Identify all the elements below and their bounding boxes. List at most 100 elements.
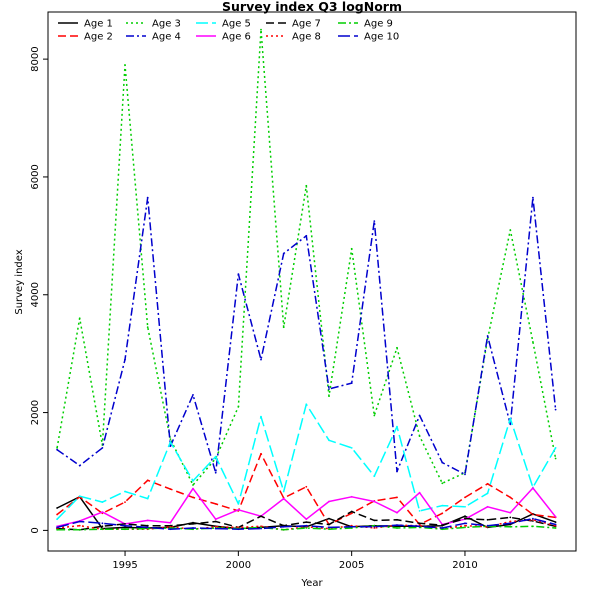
data-point-age-9 — [124, 528, 126, 531]
data-point-age-5 — [237, 503, 240, 505]
legend-label-age-5: Age 5 — [222, 19, 251, 30]
data-point-age-4 — [418, 414, 421, 417]
data-point-age-2 — [509, 496, 512, 499]
data-point-age-2 — [464, 496, 466, 499]
data-point-age-5 — [328, 439, 330, 442]
legend-label-age-7: Age 7 — [292, 19, 321, 30]
data-point-age-3 — [237, 405, 240, 408]
data-point-age-9 — [282, 528, 285, 531]
data-point-age-3 — [305, 184, 308, 187]
data-point-age-10 — [554, 523, 557, 526]
data-point-age-10 — [441, 527, 444, 529]
data-point-age-9 — [509, 525, 512, 528]
data-point-age-5 — [464, 505, 466, 508]
data-point-age-10 — [124, 524, 126, 527]
data-point-age-5 — [56, 518, 58, 521]
data-point-age-5 — [169, 441, 172, 443]
data-point-age-6 — [350, 495, 353, 498]
data-point-age-5 — [146, 497, 149, 500]
data-point-age-3 — [350, 247, 353, 250]
data-point-age-2 — [305, 485, 308, 488]
data-point-age-1 — [554, 521, 557, 523]
data-point-age-3 — [124, 64, 126, 66]
data-point-age-10 — [328, 526, 330, 529]
data-point-age-4 — [396, 470, 398, 473]
data-point-age-3 — [441, 482, 444, 485]
data-point-age-9 — [101, 528, 104, 531]
data-point-age-7 — [260, 515, 262, 518]
data-point-age-3 — [554, 457, 557, 460]
data-point-age-2 — [350, 512, 353, 515]
data-point-age-6 — [192, 487, 194, 490]
data-point-age-7 — [305, 521, 308, 523]
plot-area — [56, 28, 557, 531]
data-point-age-3 — [192, 484, 194, 486]
data-point-age-6 — [282, 497, 285, 500]
data-point-age-7 — [101, 525, 104, 528]
data-point-age-4 — [464, 473, 466, 476]
data-point-age-3 — [56, 447, 58, 449]
data-point-age-7 — [350, 510, 353, 513]
data-point-age-6 — [101, 511, 104, 513]
data-point-age-1 — [328, 517, 330, 520]
data-point-age-4 — [554, 408, 557, 411]
series-line-age-9 — [57, 524, 556, 531]
data-point-age-3 — [260, 28, 262, 31]
data-point-age-10 — [350, 525, 353, 528]
data-point-age-7 — [214, 520, 217, 523]
data-point-age-4 — [350, 382, 353, 384]
data-point-age-2 — [260, 452, 262, 455]
data-point-age-3 — [509, 229, 512, 231]
chart-title: Survey index Q3 logNorm — [222, 0, 402, 14]
data-point-age-4 — [305, 234, 308, 237]
data-point-age-6 — [214, 518, 217, 521]
data-point-age-10 — [169, 528, 172, 531]
data-point-age-2 — [396, 496, 398, 499]
x-axis: 1995 2000 2005 2010 — [112, 551, 478, 571]
data-point-age-4 — [78, 464, 81, 467]
data-point-age-5 — [260, 415, 262, 418]
plot-frame — [47, 11, 577, 552]
y-tick-label: 8000 — [30, 46, 41, 71]
data-point-age-4 — [532, 196, 534, 199]
data-point-age-7 — [509, 516, 512, 519]
data-point-age-10 — [78, 520, 81, 523]
data-point-age-6 — [396, 511, 398, 514]
data-point-age-6 — [532, 487, 534, 489]
data-point-age-5 — [418, 510, 421, 512]
data-point-age-9 — [328, 528, 330, 531]
data-point-age-10 — [418, 525, 421, 528]
data-point-age-10 — [214, 527, 217, 530]
x-axis-label: Year — [300, 578, 323, 589]
data-point-age-2 — [486, 482, 489, 485]
data-point-age-4 — [169, 445, 172, 447]
data-point-age-1 — [124, 526, 126, 529]
data-point-age-5 — [192, 480, 194, 482]
data-point-age-5 — [396, 425, 398, 428]
legend-label-age-4: Age 4 — [152, 32, 181, 43]
data-point-age-7 — [192, 523, 194, 525]
data-point-age-8 — [78, 524, 81, 527]
data-point-age-9 — [464, 526, 466, 529]
data-point-age-4 — [282, 252, 285, 255]
data-point-age-6 — [328, 500, 330, 503]
data-point-age-2 — [56, 513, 58, 516]
data-point-age-3 — [328, 395, 330, 397]
data-point-age-4 — [192, 394, 194, 396]
data-point-age-4 — [56, 448, 58, 451]
data-point-age-3 — [532, 341, 534, 343]
data-point-age-4 — [101, 447, 104, 449]
legend-label-age-1: Age 1 — [84, 19, 113, 30]
data-point-age-6 — [373, 500, 376, 503]
data-point-age-3 — [418, 435, 421, 437]
data-point-age-5 — [441, 504, 444, 507]
data-point-age-1 — [56, 507, 58, 509]
data-point-age-10 — [146, 526, 149, 529]
series-line-age-2 — [56, 453, 556, 526]
data-point-age-10 — [260, 527, 262, 530]
data-point-age-7 — [328, 523, 330, 526]
data-point-age-4 — [260, 358, 262, 361]
data-point-age-7 — [464, 517, 466, 520]
data-point-age-4 — [237, 273, 240, 275]
